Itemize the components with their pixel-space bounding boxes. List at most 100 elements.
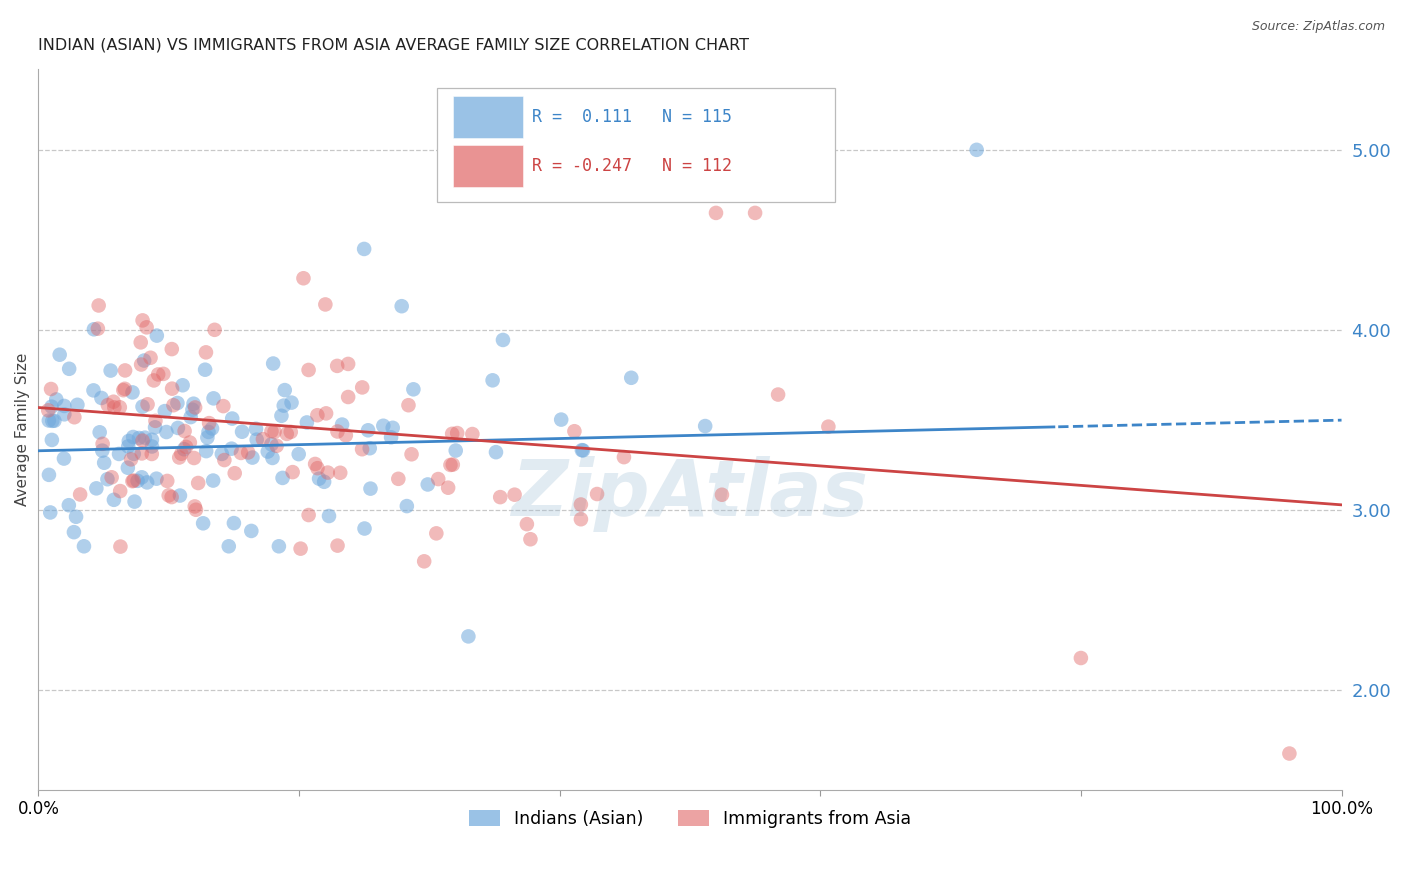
Point [103,394,125,409]
Point [153,404,176,418]
Point [240,524,263,538]
Point [41,433,63,447]
Point [87,321,110,335]
Point [224,467,246,481]
Point [569,512,592,526]
Point [145,414,167,428]
Point [298,508,321,522]
Point [270,409,292,423]
Point [704,206,727,220]
Point [238,445,260,459]
Point [108,484,131,499]
Point [93,456,115,470]
Point [48,348,70,362]
Point [191,516,214,531]
Point [360,482,382,496]
Point [134,353,156,368]
Point [131,470,153,484]
Point [58,498,80,512]
Point [571,443,593,458]
Point [122,430,145,444]
Point [292,271,315,285]
Point [134,431,156,445]
Point [41,414,63,428]
Point [391,299,413,313]
Point [184,502,207,516]
Point [221,442,243,456]
Point [37,403,59,417]
Point [117,460,139,475]
Point [135,320,157,334]
Point [103,401,125,415]
Point [131,434,153,448]
Point [550,412,572,426]
Point [121,474,143,488]
Point [103,492,125,507]
Point [39,506,62,520]
Point [489,490,512,504]
Point [136,475,159,490]
Point [503,488,526,502]
Point [97,398,120,412]
Point [218,539,240,553]
Point [401,447,423,461]
Point [280,395,302,409]
Point [118,434,141,448]
Point [564,424,586,438]
Point [39,382,62,396]
Point [195,430,218,444]
Point [359,442,381,456]
Point [167,450,190,465]
Point [262,357,284,371]
Point [315,406,337,420]
Point [183,450,205,465]
Point [710,488,733,502]
Point [65,509,87,524]
Point [231,425,253,439]
Point [485,445,508,459]
Point [276,426,298,441]
Point [516,517,538,532]
Point [569,498,592,512]
Point [45,392,67,407]
Point [82,384,104,398]
Point [353,522,375,536]
Point [129,358,152,372]
Point [131,313,153,327]
Point [197,425,219,439]
Point [221,411,243,425]
Point [1070,651,1092,665]
Point [307,408,329,422]
Point [121,385,143,400]
Point [457,629,479,643]
Point [141,433,163,447]
Point [198,416,221,430]
Point [402,382,425,396]
Point [184,500,207,514]
Point [38,467,60,482]
Point [180,410,202,425]
Point [245,422,267,436]
Point [120,452,142,467]
Point [122,474,145,488]
Point [141,440,163,454]
Point [146,328,169,343]
Point [260,424,283,438]
Point [181,402,204,417]
Point [260,437,283,451]
Point [53,407,76,421]
Point [128,431,150,445]
Text: R = -0.247   N = 112: R = -0.247 N = 112 [533,157,733,175]
Point [170,447,193,461]
Point [83,322,105,336]
Point [572,443,595,458]
Point [222,516,245,530]
Point [58,361,80,376]
Point [352,380,374,394]
Point [295,416,318,430]
Point [41,400,63,414]
Point [162,398,184,412]
Point [38,413,60,427]
FancyBboxPatch shape [453,145,523,187]
Point [416,477,439,491]
